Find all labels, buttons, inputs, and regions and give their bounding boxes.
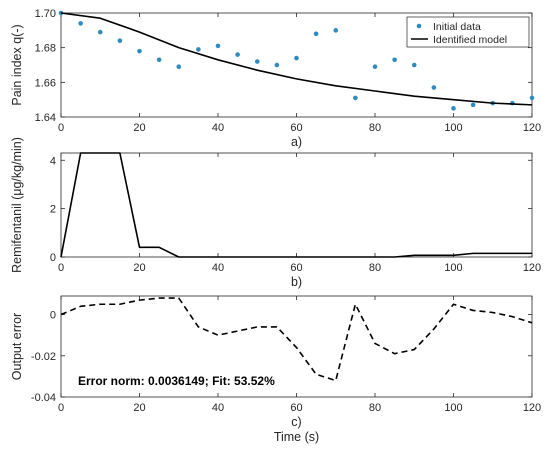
x-tick-label: 120 [523,402,541,414]
panel-pain-index: 0 20 40 60 80 100 120 1.64 1.66 1.68 1.70 Pain inde… [10,8,541,149]
panel-remifentanil: 0 20 40 60 80 100 120 0 2 4 Remifentanil (μg/kg/mi… [10,137,541,289]
x-tick-label: 40 [212,262,224,274]
data-point [431,85,437,90]
data-point [156,57,162,63]
error-annotation: Error norm: 0.0036149; Fit: 53.52% [78,374,275,388]
panel-output-error: 0 20 40 60 80 100 120 -0.04 -0.02 0 Output error c)… [10,295,541,444]
x-tick-label: 60 [290,262,302,274]
y-tick-label: -0.04 [31,392,56,404]
x-tick-label: 80 [369,262,381,274]
legend-marker [416,23,422,29]
panel-label: a) [291,135,302,149]
x-tick-label: 120 [523,262,541,274]
data-point [137,48,142,54]
data-point [235,52,240,57]
data-point [117,38,123,44]
data-point [372,64,378,70]
x-axis-label: Time (s) [274,430,319,444]
series-line [60,297,533,382]
x-tick-label: 100 [444,402,462,414]
x-tick-label: 60 [290,402,302,414]
x-tick-label: 120 [523,122,541,134]
axes-box [60,152,533,258]
y-tick-label: 0 [50,252,56,264]
x-tick-label: 0 [58,402,64,414]
series-line [60,152,532,258]
data-point [392,57,397,63]
y-tick-label: 4 [50,155,56,167]
series-line [60,12,533,106]
data-point [313,31,319,37]
data-point [196,47,201,52]
panel-label: b) [291,275,302,289]
data-point [78,21,83,26]
y-tick-label: 0 [50,310,56,322]
x-tick-label: 100 [444,122,462,134]
y-tick-label: -0.02 [31,351,56,363]
x-tick-label: 40 [212,122,224,134]
x-tick-label: 20 [133,262,145,274]
y-tick-label: 1.68 [35,43,56,55]
y-tick-label: 2 [50,204,56,216]
data-point [411,62,417,68]
data-point [294,55,299,61]
y-axis-label: Pain index q(-) [10,24,24,105]
y-tick-label: 1.64 [35,112,56,124]
y-tick-label: 1.70 [35,8,56,20]
y-tick-label: 1.66 [35,77,56,89]
x-tick-label: 20 [133,402,145,414]
x-tick-label: 0 [58,122,64,134]
x-tick-label: 40 [212,402,224,414]
x-tick-label: 80 [369,402,381,414]
legend-entry: Identified model [433,34,507,46]
data-point [333,28,339,33]
data-point [529,95,535,101]
x-tick-label: 80 [369,122,381,134]
data-point [353,95,358,101]
data-point [215,43,221,49]
legend-entry: Initial data [433,21,481,33]
data-point [451,106,456,111]
panel-label: c) [291,415,301,429]
data-point [470,102,476,108]
x-tick-label: 20 [133,122,145,134]
x-tick-label: 60 [290,122,302,134]
data-point [97,29,103,35]
data-point [274,62,280,68]
x-tick-label: 100 [444,262,462,274]
legend-box [406,16,530,48]
x-tick-label: 0 [58,262,64,274]
y-axis-label: Remifentanil (μg/kg/min) [10,137,24,273]
data-point [254,59,260,64]
data-point [176,64,182,70]
y-axis-label: Output error [10,313,24,380]
